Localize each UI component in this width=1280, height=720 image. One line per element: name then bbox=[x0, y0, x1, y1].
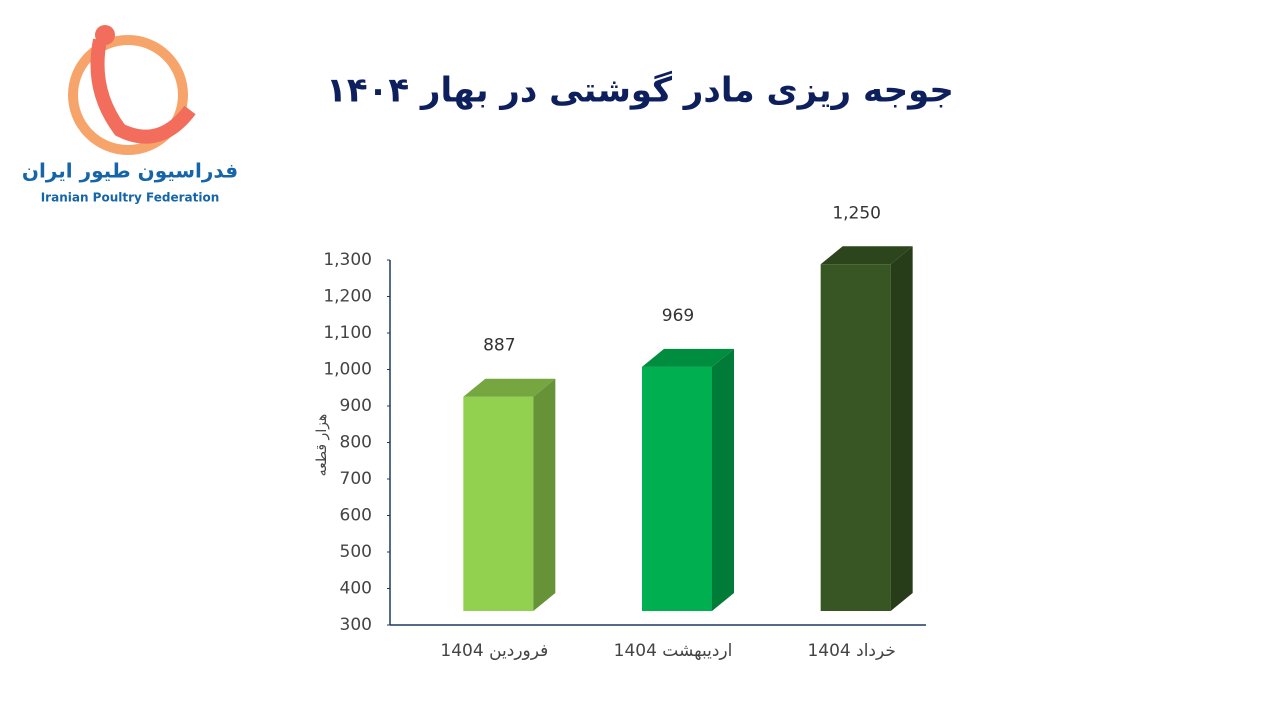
bar-side bbox=[890, 246, 913, 611]
bar-side bbox=[712, 348, 734, 611]
y-tick-label: 700 bbox=[340, 469, 372, 489]
y-tick-label: 900 bbox=[340, 396, 372, 416]
y-tick-label: 1,300 bbox=[323, 250, 372, 270]
y-tick-label: 400 bbox=[340, 579, 372, 599]
y-tick-label: 300 bbox=[340, 615, 372, 635]
y-tick-label: 1,100 bbox=[323, 323, 372, 343]
logo-text: Iranian Poultry Federation bbox=[41, 191, 220, 205]
bar-top bbox=[820, 246, 913, 265]
value-label: 887 bbox=[483, 336, 515, 356]
logo-text: فدراسیون طیور ایران bbox=[22, 159, 238, 183]
bar bbox=[820, 264, 891, 611]
y-tick-label: 600 bbox=[340, 506, 372, 526]
x-tick-label: اردیبهشت 1404 bbox=[614, 641, 733, 661]
logo-mark bbox=[68, 35, 188, 155]
bar bbox=[642, 366, 712, 611]
logo-mark bbox=[95, 25, 115, 45]
y-tick-label: 1,200 bbox=[323, 287, 372, 307]
y-tick-label: 800 bbox=[340, 433, 372, 453]
y-tick-label: 1,000 bbox=[323, 360, 372, 380]
value-label: 969 bbox=[662, 306, 694, 326]
logo-mark bbox=[90, 38, 196, 144]
bar-top bbox=[463, 378, 556, 397]
y-axis-label: هزار قطعه bbox=[314, 414, 330, 477]
chart-title: جوجه ریزی مادر گوشتی در بهار ۱۴۰۴ bbox=[326, 71, 954, 111]
value-label: 1,250 bbox=[832, 203, 881, 223]
bar-top bbox=[642, 348, 734, 367]
bar-side bbox=[533, 378, 556, 611]
x-tick-label: خرداد 1404 bbox=[807, 641, 895, 661]
x-tick-label: فروردین 1404 bbox=[440, 641, 548, 661]
bar bbox=[463, 396, 534, 611]
y-tick-label: 500 bbox=[340, 542, 372, 562]
logo: فدراسیون طیور ایران Iranian Poultry Fede… bbox=[22, 25, 238, 205]
